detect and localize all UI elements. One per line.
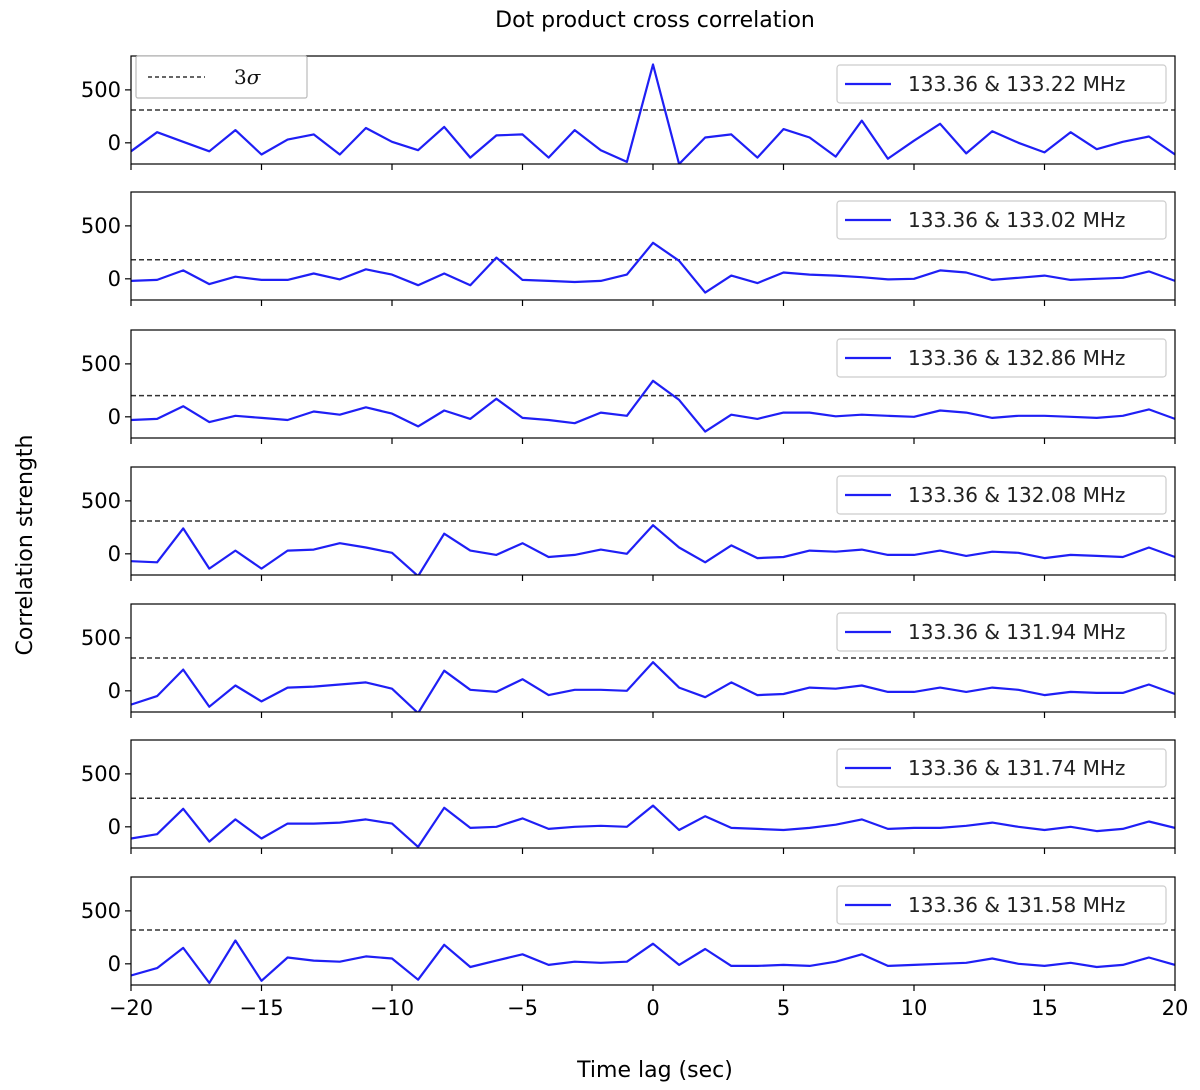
series-line xyxy=(131,63,1175,164)
x-tick-label: 0 xyxy=(646,996,659,1020)
panel-2: 0 500 133.36 & 133.02 MHz xyxy=(81,191,1176,306)
sigma-legend-frame xyxy=(135,55,308,99)
y-tick-label: 500 xyxy=(81,352,121,376)
legend-frame xyxy=(836,748,1167,788)
series-line xyxy=(131,379,1175,433)
panel-legend: 133.36 & 132.86 MHz xyxy=(836,338,1167,378)
panels: 0 500 133.36 & 133.22 MHz 0 500 133.36 & 133.… xyxy=(81,55,1176,991)
legend-label: 133.36 & 131.74 MHz xyxy=(908,756,1125,780)
panel-legend: 133.36 & 131.94 MHz xyxy=(836,612,1167,652)
panel-legend: 133.36 & 133.22 MHz xyxy=(836,64,1167,104)
x-tick-label: 20 xyxy=(1162,996,1189,1020)
y-tick-label: 500 xyxy=(81,899,121,923)
y-tick-label: 500 xyxy=(81,489,121,513)
x-tick-label: 5 xyxy=(777,996,790,1020)
y-tick-label: 0 xyxy=(108,405,121,429)
x-axis: −20 −15 −10 −5 0 5 10 15 20 xyxy=(109,996,1189,1020)
legend-frame xyxy=(836,64,1167,104)
y-tick-label: 0 xyxy=(108,542,121,566)
series-line xyxy=(131,804,1175,848)
legend-frame xyxy=(836,885,1167,925)
panel-6: 0 500 133.36 & 131.74 MHz xyxy=(81,739,1176,854)
y-tick-label: 500 xyxy=(81,78,121,102)
x-tick-label: 15 xyxy=(1031,996,1058,1020)
y-tick-label: 500 xyxy=(81,626,121,650)
y-tick-label: 0 xyxy=(108,952,121,976)
panel-3: 0 500 133.36 & 132.86 MHz xyxy=(81,329,1176,444)
legend-label: 133.36 & 132.08 MHz xyxy=(908,483,1125,507)
panel-4: 0 500 133.36 & 132.08 MHz xyxy=(81,466,1176,581)
series-line xyxy=(131,661,1175,712)
panel-legend: 133.36 & 131.58 MHz xyxy=(836,885,1167,925)
panel-1: 0 500 133.36 & 133.22 MHz xyxy=(81,55,1176,170)
sigma-legend-label: 3σ xyxy=(234,65,262,89)
x-tick-label: −15 xyxy=(239,996,283,1020)
series-line xyxy=(131,939,1175,985)
panel-legend: 133.36 & 131.74 MHz xyxy=(836,748,1167,788)
legend-label: 133.36 & 131.94 MHz xyxy=(908,620,1125,644)
legend-frame xyxy=(836,200,1167,240)
y-tick-label: 500 xyxy=(81,214,121,238)
series-line xyxy=(131,524,1175,575)
y-tick-label: 0 xyxy=(108,815,121,839)
panel-5: 0 500 133.36 & 131.94 MHz xyxy=(81,603,1176,718)
legend-label: 133.36 & 131.58 MHz xyxy=(908,893,1125,917)
x-tick-label: −5 xyxy=(507,996,538,1020)
y-axis-label: Correlation strength xyxy=(13,435,38,656)
x-tick-label: 10 xyxy=(901,996,928,1020)
x-axis-label: Time lag (sec) xyxy=(576,1058,733,1083)
y-tick-label: 0 xyxy=(108,679,121,703)
panel-7: 0 500 133.36 & 131.58 MHz xyxy=(81,876,1176,991)
legend-frame xyxy=(836,612,1167,652)
sigma-legend: 3σ xyxy=(135,55,308,99)
y-tick-label: 500 xyxy=(81,762,121,786)
x-tick-label: −10 xyxy=(370,996,414,1020)
legend-label: 133.36 & 133.02 MHz xyxy=(908,208,1125,232)
chart-title: Dot product cross correlation xyxy=(495,8,815,33)
x-tick-label: −20 xyxy=(109,996,153,1020)
legend-frame xyxy=(836,475,1167,515)
legend-label: 133.36 & 133.22 MHz xyxy=(908,72,1125,96)
y-tick-label: 0 xyxy=(108,131,121,155)
y-tick-label: 0 xyxy=(108,267,121,291)
series-line xyxy=(131,241,1175,294)
legend-frame xyxy=(836,338,1167,378)
panel-legend: 133.36 & 133.02 MHz xyxy=(836,200,1167,240)
legend-label: 133.36 & 132.86 MHz xyxy=(908,346,1125,370)
panel-legend: 133.36 & 132.08 MHz xyxy=(836,475,1167,515)
